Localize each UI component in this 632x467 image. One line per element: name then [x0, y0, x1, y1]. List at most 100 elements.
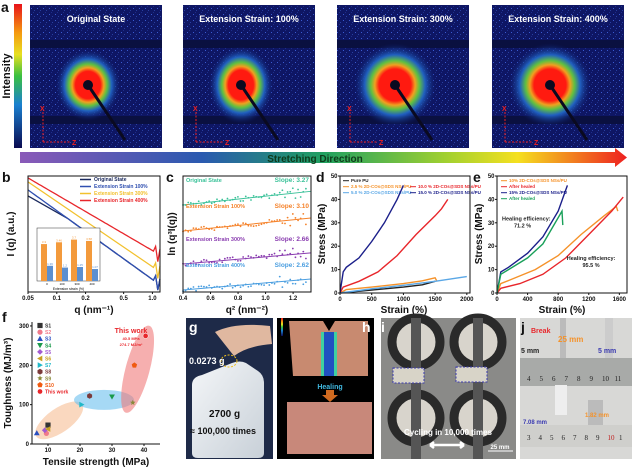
ruler-number: 10: [608, 434, 616, 442]
y-tick-label: 20: [331, 244, 338, 250]
y-tick-label: 200: [19, 363, 30, 369]
legend-marker: [37, 343, 43, 349]
data-point: [250, 256, 252, 258]
panel-label-g: g: [189, 319, 198, 335]
y-tick-label: 0: [26, 442, 30, 448]
data-point: [187, 230, 190, 233]
data-point: [273, 252, 276, 255]
axis-arrows: [195, 112, 223, 143]
inset-tick-label: 300: [74, 282, 79, 286]
data-point: [197, 200, 200, 203]
data-point: [260, 283, 263, 286]
x-axis-label: q (nm⁻¹): [74, 305, 113, 316]
series-line: [339, 199, 449, 294]
data-point: [255, 224, 258, 227]
data-point: [231, 256, 234, 259]
data-point: [210, 202, 213, 205]
saxs-image: Extension Strain: 300% X Z: [337, 5, 469, 148]
beamstop: [83, 80, 93, 90]
series-label: Original State: [186, 178, 222, 184]
double-arrow-icon: [429, 441, 465, 449]
inset-bar-chart: 3.3 1.36 0 3.46 1.2 100 3.7 1.25 300 3.58 1.07 400 E…: [36, 227, 101, 291]
series-label: Extension Strain 100%: [186, 204, 245, 210]
data-point: [284, 249, 286, 252]
data-point: [278, 191, 281, 194]
inset-bar-label: 1.25: [77, 263, 83, 267]
data-point: [305, 187, 307, 190]
inset-x-label: Extension strain (%): [53, 287, 84, 291]
data-point: [291, 213, 294, 215]
x-tick-label: 1.0: [261, 296, 270, 302]
legend-marker: [37, 329, 43, 335]
panel-label-a: a: [1, 0, 9, 15]
annotation: Healing efficiency:: [567, 256, 616, 262]
legend-marker: [37, 362, 43, 368]
data-point-s7: [79, 401, 85, 408]
inset-bar-label: 3.7: [72, 236, 77, 240]
legend-label: S10: [45, 383, 54, 389]
legend-label: S6: [45, 357, 51, 363]
data-point: [226, 256, 229, 259]
x-tick-label: 10: [45, 448, 52, 454]
y-axis-label: Stress (MPa): [317, 204, 328, 265]
data-point: [281, 253, 284, 256]
x-tick-label: 1.2: [289, 296, 298, 302]
annotation-title: This work: [115, 328, 148, 335]
legend-label: Extension Strain 100%: [94, 184, 148, 190]
axes: [31, 322, 160, 445]
series-line: [339, 276, 438, 294]
plot-frame: [182, 175, 312, 293]
data-point: [229, 283, 231, 285]
healing-label: Healing: [317, 384, 342, 391]
data-point: [268, 284, 271, 286]
beamstop: [236, 80, 246, 90]
data-point: [302, 283, 305, 286]
measure-5mm-left: 5 mm: [521, 348, 539, 355]
x-tick-label: 0.6: [206, 296, 215, 302]
data-point: [231, 286, 234, 289]
beamstop-arm: [393, 84, 434, 141]
beamstop-arm: [239, 84, 280, 141]
data-point-s3: [33, 430, 40, 436]
data-point: [252, 194, 255, 197]
intensity-colorbar: [14, 4, 22, 148]
data-point: [286, 191, 289, 193]
data-point: [299, 255, 302, 258]
data-point: [234, 196, 237, 199]
axis-arrows: [504, 112, 532, 143]
image-title: Extension Strain: 100%: [199, 14, 299, 24]
series-line: [339, 275, 467, 294]
data-point: [213, 229, 216, 231]
data-point: [247, 285, 250, 288]
healed-sample: [287, 402, 372, 454]
data-point: [226, 197, 229, 200]
legend-marker: [37, 368, 43, 375]
data-point: [289, 224, 292, 227]
data-point: [244, 222, 247, 225]
inset-bar: [86, 240, 92, 281]
data-point: [244, 195, 247, 198]
panel-label-j: j: [520, 319, 525, 335]
y-tick-label: 0: [334, 291, 338, 297]
data-point: [302, 212, 305, 215]
data-point: [250, 199, 252, 201]
stretching-direction-arrow: [20, 148, 627, 167]
inset-bar-label: 1.2: [63, 264, 68, 268]
stretching-direction-label: Stretching Direction: [267, 154, 363, 165]
data-point: [257, 224, 260, 227]
data-point: [242, 200, 245, 202]
series-line: [339, 185, 405, 294]
axis-x-label: X: [193, 106, 198, 113]
data-point: [242, 256, 245, 258]
beamstop-arm: [548, 84, 589, 141]
photo-jug-lifting: 0.0273 g 2700 g ≈ 100,000 times g: [186, 318, 273, 459]
legend-label: 2.5 % 2D-COs@SDS NSs/PU: [351, 184, 411, 189]
x-tick-label: 400: [523, 297, 534, 303]
data-point-s9: [130, 399, 136, 405]
fit-line: [182, 252, 312, 265]
data-point: [205, 259, 208, 262]
legend-label: 15% 2D-COs@SDS NSs/PU: [509, 190, 567, 195]
data-point: [237, 195, 239, 198]
image-title: Extension Strain: 400%: [508, 14, 608, 24]
